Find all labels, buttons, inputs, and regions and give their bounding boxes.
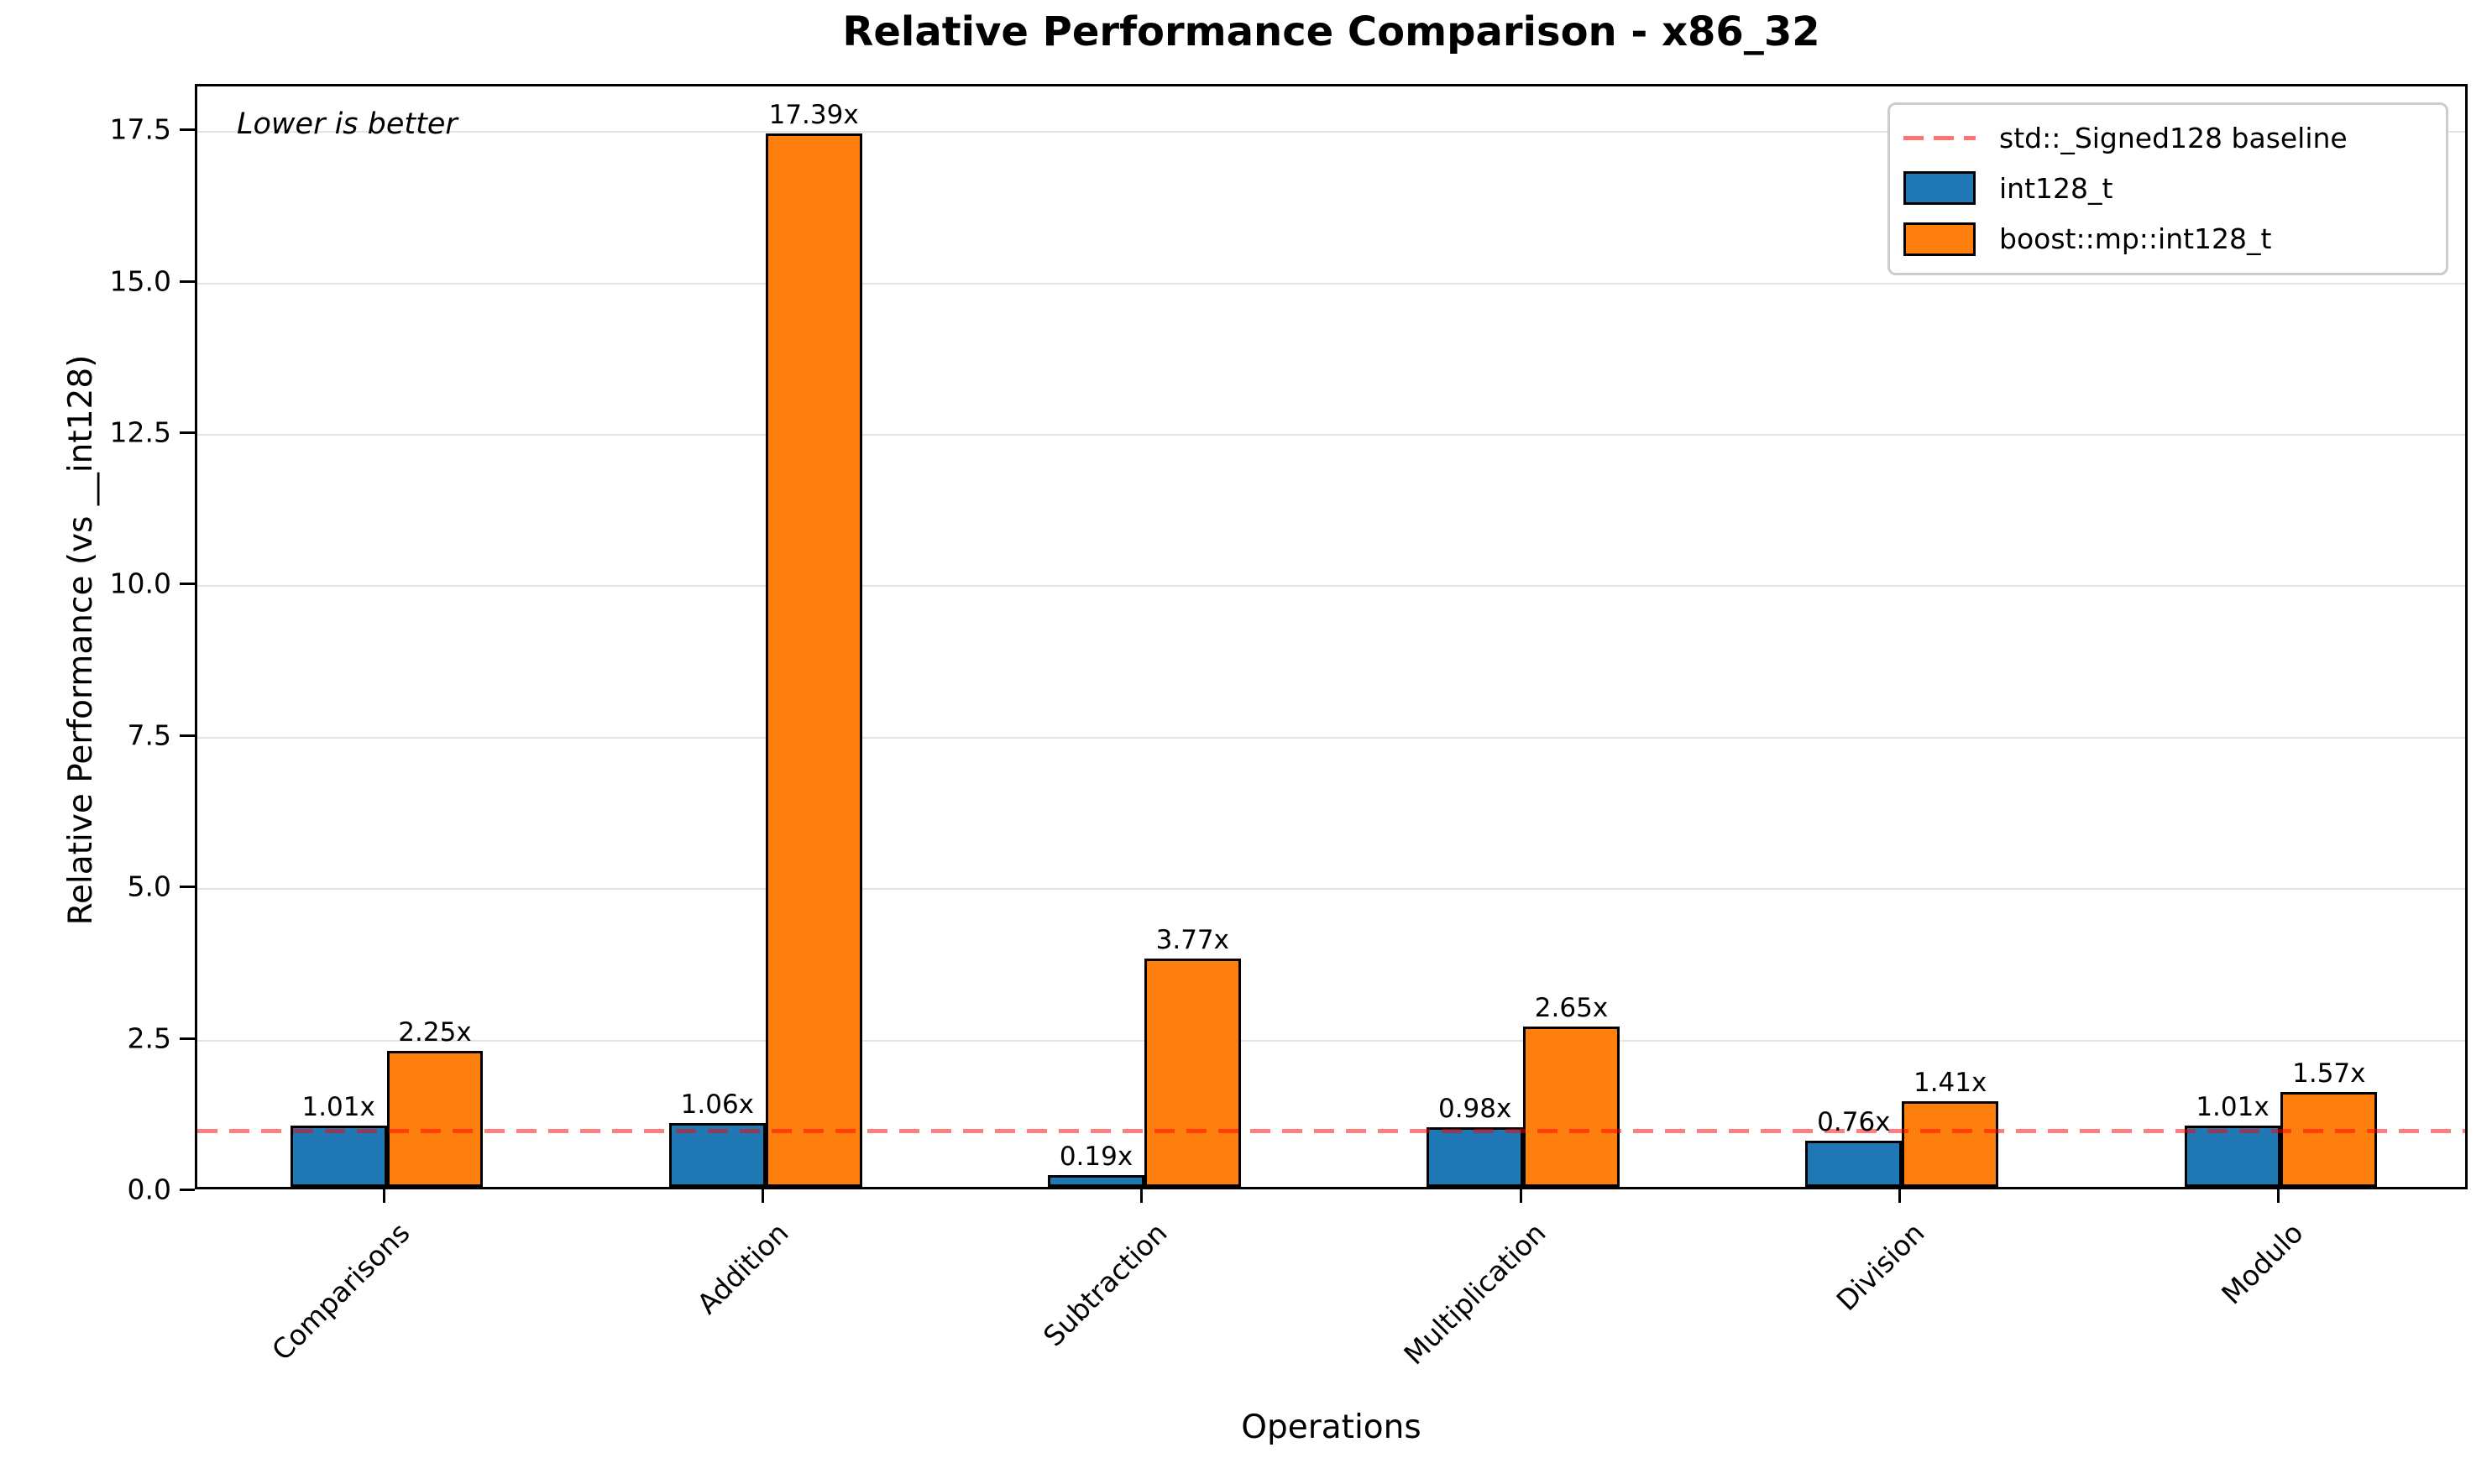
gridline — [197, 585, 2465, 588]
y-tick-mark — [180, 280, 195, 283]
x-tick-label: Modulo — [2215, 1216, 2310, 1311]
baseline-dash-icon — [1903, 136, 1976, 141]
x-tick-label: Comparisons — [264, 1216, 416, 1367]
x-tick-mark — [762, 1189, 765, 1203]
y-tick-label: 2.5 — [127, 1022, 171, 1055]
x-tick-mark — [1140, 1189, 1144, 1203]
chart-title: Relative Performance Comparison - x86_32 — [842, 8, 1820, 55]
x-tick-label: Multiplication — [1397, 1216, 1552, 1372]
gridline — [197, 433, 2465, 436]
y-tick-mark — [180, 583, 195, 586]
bar-value-label: 0.76x — [1817, 1107, 1891, 1138]
bar-boost-mp-int128-t-comparisons — [386, 1050, 484, 1187]
x-tick-label: Subtraction — [1036, 1216, 1174, 1353]
y-tick-label: 17.5 — [109, 112, 171, 146]
x-tick-mark — [2276, 1189, 2280, 1203]
legend-item-boost: boost::mp::int128_t — [1903, 222, 2432, 256]
gridline — [197, 282, 2465, 285]
y-tick-mark — [180, 886, 195, 889]
y-tick-mark — [180, 1037, 195, 1040]
bar-boost-mp-int128-t-multiplication — [1523, 1026, 1620, 1187]
legend-label: boost::mp::int128_t — [1999, 222, 2272, 256]
bar-boost-mp-int128-t-division — [1902, 1101, 1999, 1187]
bar-boost-mp-int128-t-subtraction — [1144, 958, 1241, 1187]
y-tick-mark — [180, 431, 195, 434]
x-axis-label: Operations — [1241, 1408, 1421, 1446]
x-tick-mark — [1898, 1189, 1901, 1203]
y-tick-label: 10.0 — [109, 567, 171, 600]
bar-value-label: 1.01x — [301, 1092, 375, 1123]
y-tick-label: 0.0 — [127, 1173, 171, 1206]
bar-value-label: 1.57x — [2292, 1058, 2366, 1089]
y-tick-label: 12.5 — [109, 415, 171, 449]
bar-int128-t-subtraction — [1048, 1175, 1144, 1187]
bar-value-label: 1.01x — [2196, 1092, 2270, 1123]
bar-value-label: 2.25x — [398, 1016, 472, 1048]
y-tick-label: 7.5 — [127, 718, 171, 752]
bar-int128-t-modulo — [2184, 1126, 2281, 1187]
legend-item-int128: int128_t — [1903, 171, 2432, 206]
gridline — [197, 888, 2465, 891]
x-tick-label: Addition — [690, 1216, 795, 1320]
legend-label: std::_Signed128 baseline — [1999, 122, 2348, 155]
y-tick-label: 15.0 — [109, 264, 171, 298]
bar-value-label: 2.65x — [1534, 992, 1609, 1023]
bar-value-label: 17.39x — [768, 100, 859, 131]
bar-int128-t-division — [1805, 1141, 1903, 1187]
bar-boost-mp-int128-t-modulo — [2280, 1091, 2378, 1187]
bar-value-label: 1.06x — [680, 1089, 755, 1120]
x-tick-mark — [1519, 1189, 1522, 1203]
bar-value-label: 3.77x — [1155, 924, 1229, 955]
y-tick-mark — [180, 734, 195, 737]
bar-boost-mp-int128-t-addition — [765, 133, 862, 1187]
bar-value-label: 0.19x — [1059, 1142, 1133, 1173]
legend: std::_Signed128 baseline int128_t boost:… — [1887, 102, 2448, 275]
lower-is-better-note: Lower is better — [237, 107, 458, 141]
legend-item-baseline: std::_Signed128 baseline — [1903, 122, 2432, 154]
x-tick-mark — [383, 1189, 386, 1203]
blue-swatch-icon — [1903, 171, 1976, 206]
y-tick-label: 5.0 — [127, 870, 171, 903]
bar-value-label: 1.41x — [1913, 1068, 1987, 1099]
y-tick-mark — [180, 128, 195, 132]
bar-int128-t-multiplication — [1427, 1127, 1524, 1187]
gridline — [197, 736, 2465, 739]
bar-int128-t-comparisons — [290, 1126, 387, 1187]
bar-value-label: 0.98x — [1437, 1094, 1512, 1125]
gridline — [197, 1039, 2465, 1042]
baseline-dashed-line — [197, 1129, 2465, 1134]
legend-label: int128_t — [1999, 171, 2113, 205]
gridline — [197, 131, 2465, 133]
orange-swatch-icon — [1903, 222, 1976, 256]
y-tick-mark — [180, 1189, 195, 1191]
x-tick-label: Division — [1830, 1216, 1931, 1318]
